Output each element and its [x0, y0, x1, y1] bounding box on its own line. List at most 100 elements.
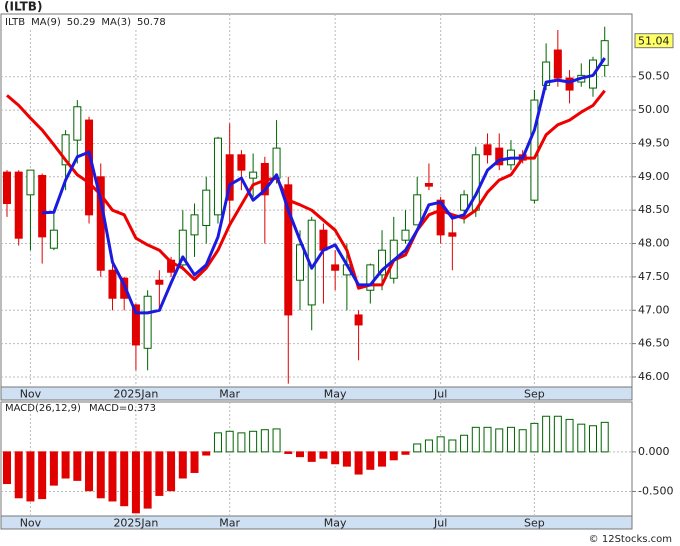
- legend-label: MACD=: [89, 403, 127, 414]
- macd-bar: [483, 426, 492, 453]
- candle-body: [3, 171, 11, 205]
- macd-bar: [577, 423, 586, 453]
- macd-bar: [518, 429, 527, 453]
- candle-body: [378, 249, 387, 276]
- legend-text: MACD=0.373: [89, 403, 156, 414]
- candle-body: [284, 184, 293, 316]
- candle-body: [366, 264, 375, 291]
- macd-bar: [307, 451, 316, 462]
- macd-bar: [448, 439, 457, 453]
- candle-body: [495, 147, 504, 166]
- macd-bar: [460, 434, 469, 453]
- candle-body: [331, 264, 340, 271]
- macd-bar: [600, 421, 609, 453]
- macd-bar: [272, 428, 281, 453]
- macd-bar: [38, 451, 47, 500]
- candle-body: [296, 244, 304, 281]
- y-tick-label: 48.00: [638, 237, 670, 250]
- last-price-box: [634, 33, 674, 49]
- x-tick-label: Sep: [524, 517, 545, 530]
- macd-bar: [401, 451, 410, 455]
- x-tick-label: Jul: [433, 388, 447, 401]
- macd-bar: [284, 451, 293, 454]
- macd-bar: [495, 428, 504, 453]
- candle-body: [61, 134, 70, 166]
- legend-text: MA(3): [101, 17, 131, 28]
- chart-title: (ILTB): [4, 0, 42, 14]
- macd-bar: [366, 451, 375, 470]
- macd-bar: [167, 451, 176, 492]
- y-tick-label: 47.00: [638, 303, 670, 316]
- candle-body: [553, 49, 562, 79]
- x-tick-label: May: [324, 388, 347, 401]
- candle-body: [413, 194, 422, 226]
- macd-bar: [49, 451, 58, 486]
- candle-body: [213, 137, 222, 216]
- macd-bar: [354, 451, 363, 475]
- candle-body: [73, 106, 82, 141]
- macd-bar: [120, 451, 129, 507]
- x-axis-band: [0, 386, 633, 401]
- candle-body: [108, 269, 117, 299]
- legend-value: 0.373: [127, 403, 156, 414]
- macd-bar: [553, 415, 562, 453]
- macd-bar: [73, 451, 82, 481]
- macd-bar: [424, 439, 433, 453]
- candle-body: [249, 171, 258, 179]
- macd-bar: [3, 451, 11, 485]
- macd-bar: [155, 451, 164, 496]
- macd-bar: [296, 451, 304, 458]
- candle-body: [483, 144, 492, 156]
- macd-bar: [96, 451, 105, 499]
- footer: © 12Stocks.com: [589, 534, 672, 545]
- candle-body: [460, 194, 469, 211]
- legend-text: 50.78: [137, 17, 166, 28]
- x-tick-label: Nov: [20, 388, 42, 401]
- candle-body: [155, 279, 164, 285]
- macd-bar: [331, 451, 340, 465]
- macd-bar: [237, 432, 246, 453]
- macd-bar: [342, 451, 351, 467]
- macd-bar: [389, 451, 398, 461]
- macd-bar: [143, 451, 152, 509]
- macd-bar: [108, 451, 117, 502]
- candle-body: [49, 229, 58, 249]
- macd-bar: [131, 451, 140, 514]
- macd-bar: [319, 451, 328, 459]
- x-tick-label: Nov: [20, 517, 42, 530]
- y-tick-label: -0.500: [638, 484, 673, 497]
- plot-area: [0, 401, 633, 530]
- y-tick-label: 46.00: [638, 370, 670, 383]
- x-tick-label: 2025Jan: [113, 517, 158, 530]
- macd-bar: [26, 451, 35, 502]
- x-tick-label: 2025Jan: [113, 388, 158, 401]
- candle-body: [38, 174, 47, 238]
- macd-bar: [14, 451, 23, 499]
- ma-line: [42, 57, 606, 315]
- plot-area: [0, 13, 633, 401]
- candle-body: [424, 182, 433, 187]
- y-tick-label: 49.00: [638, 170, 670, 183]
- legend-text: MA(9): [31, 17, 61, 28]
- macd-bar: [436, 436, 445, 453]
- y-tick-label: 0.000: [638, 445, 670, 458]
- macd-bar: [589, 425, 597, 453]
- y-tick-label: 50.00: [638, 103, 670, 116]
- candle-body: [237, 154, 246, 171]
- x-tick-label: May: [324, 517, 347, 530]
- macd-bar: [542, 415, 551, 453]
- candle-body: [26, 169, 35, 196]
- x-tick-label: Mar: [219, 517, 240, 530]
- y-tick-label: 46.50: [638, 337, 670, 350]
- y-tick-label: 47.50: [638, 270, 670, 283]
- candle-body: [401, 229, 410, 241]
- ma-line: [6, 89, 606, 290]
- y-tick-label: 48.50: [638, 203, 670, 216]
- candle-body: [225, 154, 234, 201]
- macd-bar: [471, 426, 480, 453]
- candle-body: [319, 229, 328, 251]
- candle-body: [190, 214, 199, 236]
- y-tick-label: 49.50: [638, 136, 670, 149]
- legend-text: MACD(26,12,9): [5, 403, 81, 414]
